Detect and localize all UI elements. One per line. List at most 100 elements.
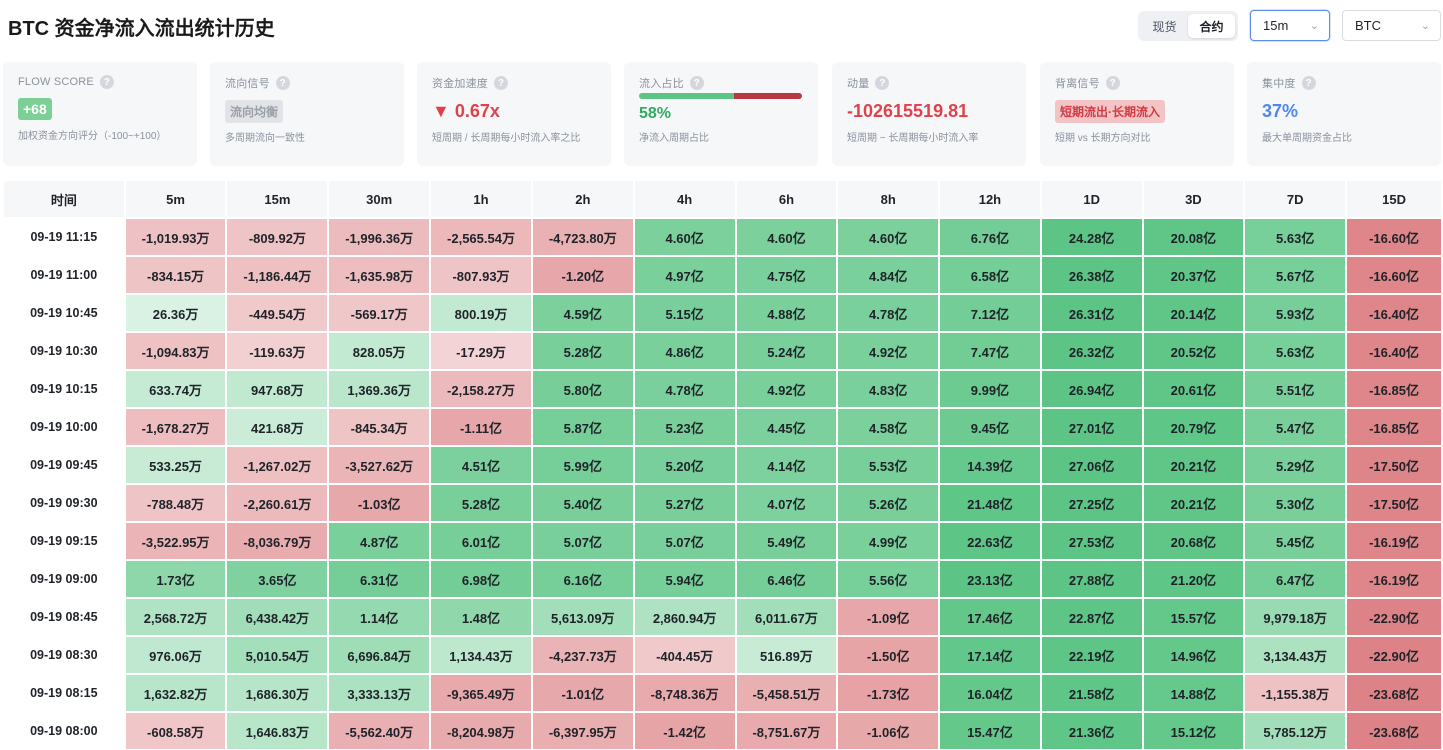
- flow-cell: 17.46亿: [940, 599, 1040, 635]
- flow-cell: -8,204.98万: [431, 713, 531, 749]
- flow-cell: 20.52亿: [1143, 333, 1244, 369]
- flow-cell: 20.37亿: [1143, 257, 1244, 293]
- flow-signal-card: 流向信号? 流向均衡 多周期流向一致性: [210, 62, 404, 166]
- column-header: 3D: [1143, 181, 1244, 217]
- flow-cell: 4.92亿: [838, 333, 939, 369]
- flow-cell: -16.40亿: [1347, 333, 1441, 369]
- flow-cell: -6,397.95万: [532, 713, 633, 749]
- flow-cell: 27.25亿: [1041, 485, 1142, 521]
- help-icon[interactable]: ?: [99, 75, 114, 89]
- flow-cell: -17.29万: [431, 333, 531, 369]
- flow-cell: 20.68亿: [1143, 523, 1244, 559]
- card-label: 流向信号: [225, 78, 270, 90]
- flow-cell: 5.30亿: [1245, 485, 1346, 521]
- flow-cell: -16.19亿: [1347, 561, 1441, 597]
- flow-cell: 15.47亿: [940, 713, 1040, 749]
- flow-cell: -1,155.38万: [1245, 675, 1346, 711]
- card-description: 短周期 − 长周期每小时流入率: [847, 133, 979, 144]
- flow-cell: 4.45亿: [736, 409, 837, 445]
- symbol-select[interactable]: BTC ⌄: [1342, 10, 1441, 41]
- flow-cell: -1.03亿: [329, 485, 430, 521]
- flow-cell: -807.93万: [431, 257, 531, 293]
- flow-cell: 4.60亿: [634, 219, 735, 255]
- help-icon[interactable]: ?: [1301, 76, 1316, 90]
- card-label: 集中度: [1262, 78, 1296, 90]
- flow-cell: 1,646.83万: [227, 713, 328, 749]
- flow-cell: 16.04亿: [940, 675, 1040, 711]
- flow-cell: -834.15万: [125, 257, 226, 293]
- flow-cell: 27.06亿: [1041, 447, 1142, 483]
- flow-cell: 1,632.82万: [125, 675, 226, 711]
- flow-cell: 20.21亿: [1143, 485, 1244, 521]
- flow-cell: 14.88亿: [1143, 675, 1244, 711]
- card-label: 流入占比: [639, 78, 684, 90]
- flow-cell: -5,458.51万: [736, 675, 837, 711]
- flow-cell: 20.14亿: [1143, 295, 1244, 331]
- flow-cell: 21.20亿: [1143, 561, 1244, 597]
- help-icon[interactable]: ?: [275, 76, 290, 90]
- table-row: 09-19 09:30 -788.48万 -2,260.61万 -1.03亿 5.28亿…: [4, 485, 1441, 521]
- time-cell: 09-19 09:00: [4, 561, 124, 597]
- help-icon[interactable]: ?: [689, 76, 704, 90]
- help-icon[interactable]: ?: [494, 76, 508, 90]
- card-description: 短期 vs 长期方向对比: [1055, 133, 1151, 144]
- market-type-toggle[interactable]: 现货 合约: [1138, 11, 1238, 41]
- flow-cell: 5.28亿: [532, 333, 633, 369]
- flow-cell: 23.13亿: [940, 561, 1040, 597]
- flow-cell: 5.27亿: [634, 485, 735, 521]
- interval-select[interactable]: 15m ⌄: [1250, 10, 1330, 41]
- flow-cell: -404.45万: [634, 637, 735, 673]
- flow-cell: 5.23亿: [634, 409, 735, 445]
- flow-cell: -1.50亿: [838, 637, 939, 673]
- column-header: 2h: [532, 181, 633, 217]
- divergence-badge: 短期流出·长期流入: [1055, 99, 1165, 123]
- flow-cell: 4.88亿: [736, 295, 837, 331]
- table-row: 09-19 11:00 -834.15万 -1,186.44万 -1,635.98万 -…: [4, 257, 1441, 293]
- flow-cell: 27.01亿: [1041, 409, 1142, 445]
- inflow-ratio-fill: [639, 93, 734, 99]
- flow-cell: -8,036.79万: [227, 523, 328, 559]
- flow-cell: -608.58万: [125, 713, 226, 749]
- column-header-time: 时间: [4, 181, 124, 217]
- flow-cell: 6.46亿: [736, 561, 837, 597]
- card-label: FLOW SCORE: [18, 76, 94, 88]
- time-cell: 09-19 09:45: [4, 447, 124, 483]
- flow-cell: 4.60亿: [736, 219, 837, 255]
- acceleration-value: ▼ 0.67x: [432, 100, 500, 121]
- column-header: 1D: [1041, 181, 1142, 217]
- flow-cell: 1.73亿: [125, 561, 226, 597]
- card-description: 多周期流向一致性: [225, 133, 305, 144]
- flow-cell: 14.96亿: [1143, 637, 1244, 673]
- help-icon[interactable]: ?: [1105, 76, 1120, 90]
- flow-cell: -569.17万: [329, 295, 430, 331]
- card-description: 净流入周期占比: [639, 133, 709, 144]
- flow-cell: 4.86亿: [634, 333, 735, 369]
- concentration-card: 集中度? 37% 最大单周期资金占比: [1247, 62, 1441, 166]
- flow-cell: 22.63亿: [940, 523, 1040, 559]
- flow-cell: 9.45亿: [940, 409, 1040, 445]
- help-icon[interactable]: ?: [875, 76, 890, 90]
- time-cell: 09-19 10:00: [4, 409, 124, 445]
- column-header: 6h: [736, 181, 837, 217]
- flow-cell: 21.36亿: [1041, 713, 1142, 749]
- flow-cell: -1.20亿: [532, 257, 633, 293]
- card-description: 最大单周期资金占比: [1262, 133, 1352, 144]
- futures-option[interactable]: 合约: [1188, 14, 1235, 38]
- flow-cell: -8,748.36万: [634, 675, 735, 711]
- column-header: 30m: [329, 181, 430, 217]
- column-header: 5m: [125, 181, 226, 217]
- column-header: 7D: [1245, 181, 1346, 217]
- flow-cell: 5.40亿: [532, 485, 633, 521]
- flow-cell: -16.85亿: [1347, 409, 1441, 445]
- flow-cell: 947.68万: [227, 371, 328, 407]
- flow-cell: -22.90亿: [1347, 637, 1441, 673]
- flow-cell: 4.07亿: [736, 485, 837, 521]
- flow-cell: 5.28亿: [431, 485, 531, 521]
- interval-select-value: 15m: [1263, 18, 1289, 33]
- flow-cell: 6.47亿: [1245, 561, 1346, 597]
- flow-cell: 20.61亿: [1143, 371, 1244, 407]
- flow-cell: 5.07亿: [634, 523, 735, 559]
- flow-cell: 6,438.42万: [227, 599, 328, 635]
- column-header: 8h: [838, 181, 939, 217]
- spot-option[interactable]: 现货: [1152, 19, 1177, 34]
